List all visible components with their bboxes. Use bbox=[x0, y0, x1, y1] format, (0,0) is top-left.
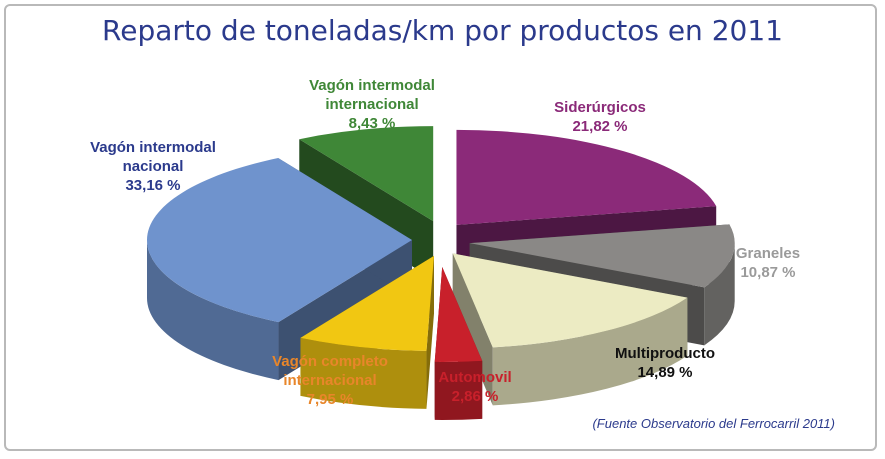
label-automovil-name: Automovil bbox=[438, 369, 512, 386]
label-siderurgicos: Siderúrgicos 21,82 % bbox=[520, 98, 680, 136]
label-vagon-completo-internacional: Vagón completo internacional 7,95 % bbox=[265, 352, 395, 409]
label-vagon-intermodal-internacional-name: Vagón intermodal internacional bbox=[309, 77, 435, 113]
slice-top bbox=[456, 129, 717, 225]
slice-side bbox=[147, 240, 279, 381]
slice-multiproducto bbox=[452, 253, 688, 406]
slice-side bbox=[492, 297, 688, 406]
label-graneles: Graneles 10,87 % bbox=[718, 244, 818, 282]
slice-top bbox=[147, 158, 412, 323]
slice-automovil bbox=[434, 266, 483, 420]
label-multiproducto: Multiproducto 14,89 % bbox=[590, 344, 740, 382]
label-multiproducto-name: Multiproducto bbox=[615, 345, 715, 362]
slice-wall-end bbox=[452, 253, 493, 406]
label-vagon-completo-internacional-name: Vagón completo internacional bbox=[272, 353, 388, 389]
label-vagon-completo-internacional-value: 7,95 % bbox=[306, 391, 354, 408]
label-graneles-value: 10,87 % bbox=[740, 264, 796, 281]
label-graneles-name: Graneles bbox=[735, 245, 801, 262]
slice-top bbox=[434, 266, 483, 362]
label-vagon-intermodal-internacional: Vagón intermodal internacional 8,43 % bbox=[302, 76, 442, 133]
label-multiproducto-value: 14,89 % bbox=[637, 364, 693, 381]
slice-top bbox=[452, 253, 688, 348]
slice-top bbox=[299, 126, 434, 222]
slice-side bbox=[434, 360, 483, 420]
slice-top bbox=[300, 255, 434, 351]
slice-top bbox=[469, 224, 735, 288]
label-vagon-intermodal-nacional-value: 33,16 % bbox=[125, 177, 181, 194]
label-siderurgicos-name: Siderúrgicos bbox=[554, 99, 646, 116]
source-note: (Fuente Observatorio del Ferrocarril 201… bbox=[592, 416, 835, 431]
label-vagon-intermodal-internacional-value: 8,43 % bbox=[348, 115, 396, 132]
slice-vagon-completo-internacional bbox=[300, 255, 434, 409]
slice-side bbox=[704, 243, 735, 346]
chart-title: Reparto de toneladas/km por productos en… bbox=[102, 14, 783, 47]
slice-side bbox=[300, 337, 427, 409]
label-automovil: Automovil 2,86 % bbox=[420, 368, 530, 406]
label-vagon-intermodal-nacional-name: Vagón intermodal nacional bbox=[90, 139, 216, 175]
label-vagon-intermodal-nacional: Vagón intermodal nacional 33,16 % bbox=[78, 138, 228, 195]
label-siderurgicos-value: 21,82 % bbox=[572, 118, 628, 135]
label-automovil-value: 2,86 % bbox=[451, 388, 499, 405]
